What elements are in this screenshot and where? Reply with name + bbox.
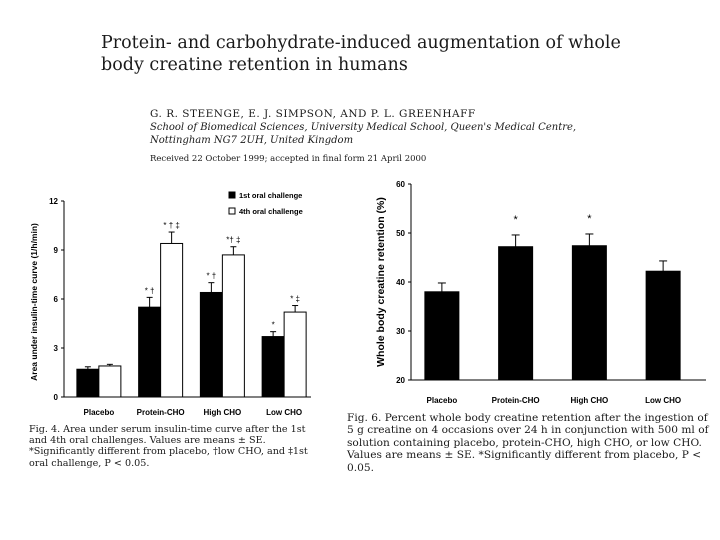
fig6-ytick-label: 20 [396,376,405,385]
fig4-ytick-label: 0 [54,393,59,402]
fig6-bar [424,291,460,381]
fig4-ylabel: Area under insulin-time curve (1/h/min) [29,223,39,381]
fig4-ytick-label: 9 [54,246,59,255]
fig4-significance-mark: *† ‡ [226,236,240,245]
fig6-ylabel: Whole body creatine retention (%) [375,197,387,367]
fig4-category-label: Low CHO [266,408,302,417]
authors: G. R. STEENGE, E. J. SIMPSON, AND P. L. … [150,108,476,120]
fig4-ytick-label: 12 [49,197,58,206]
fig6-ytick-label: 30 [396,327,405,336]
fig4-category-label: Placebo [84,408,115,417]
paper-title: Protein- and carbohydrate-induced augmen… [101,32,701,76]
fig4-category-label: High CHO [203,408,241,417]
fig4-legend: 1st oral challenge 4th oral challenge [228,191,303,216]
fig6-ytick-label: 60 [396,180,405,189]
fig6-ytick-label: 40 [396,278,405,287]
fig6-category-label: High CHO [570,396,608,405]
fig6-bar [645,270,681,381]
fig6-significance-mark: * [513,214,518,226]
affiliation-line-2: Nottingham NG7 2UH, United Kingdom [150,134,354,146]
fig4-category-label: Protein-CHO [137,408,185,417]
fig6-category-label: Low CHO [645,396,681,405]
received-line: Received 22 October 1999; accepted in fi… [150,154,427,164]
fig4-significance-mark: * [272,321,275,330]
fig6-category-label: Placebo [427,396,458,405]
legend-label-4th: 4th oral challenge [239,207,303,216]
title-line-2: body creatine retention in humans [101,55,408,75]
fig6-bar [498,246,534,381]
affiliation: School of Biomedical Sciences, Universit… [150,122,620,147]
legend-swatch-1st [228,191,236,199]
fig6-category-label: Protein-CHO [492,396,540,405]
figure-6-caption: Fig. 6. Percent whole body creatine rete… [347,412,709,474]
fig4-ytick-label: 3 [54,344,59,353]
figure-4-caption: Fig. 4. Area under serum insulin-time cu… [29,424,308,469]
fig4-significance-mark: * † [145,286,155,295]
legend-swatch-4th [228,207,236,215]
fig4-significance-mark: * † [206,272,216,281]
fig6-significance-mark: * [587,213,592,225]
fig4-significance-mark: * ‡ [290,295,300,304]
fig6-bar [571,245,607,381]
fig4-ytick-label: 6 [54,295,59,304]
legend-label-1st: 1st oral challenge [239,191,302,200]
affiliation-line-1: School of Biomedical Sciences, Universit… [150,122,577,133]
fig6-ytick-label: 50 [396,229,405,238]
title-line-1: Protein- and carbohydrate-induced augmen… [101,33,621,53]
fig4-significance-mark: * † ‡ [163,221,179,230]
